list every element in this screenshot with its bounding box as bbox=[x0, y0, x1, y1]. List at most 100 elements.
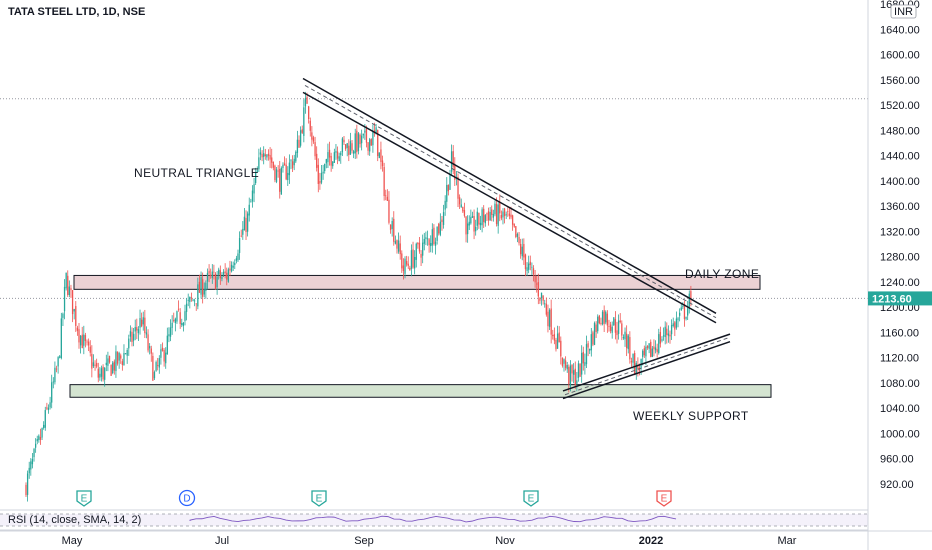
candle-body bbox=[28, 467, 30, 474]
candle-body bbox=[505, 214, 507, 216]
candle-body bbox=[661, 339, 663, 341]
candle-body bbox=[499, 201, 501, 214]
candle-body bbox=[449, 174, 451, 190]
candle-body bbox=[333, 152, 336, 163]
candle-body bbox=[157, 365, 159, 366]
candle-body bbox=[221, 276, 223, 280]
candle-body bbox=[658, 334, 660, 354]
grid-lines bbox=[0, 98, 868, 299]
event-marker-earnings bbox=[523, 490, 539, 507]
candle-body bbox=[222, 271, 225, 275]
candle-body bbox=[274, 165, 276, 181]
candle-body bbox=[589, 349, 591, 351]
candle-body bbox=[497, 204, 499, 226]
price-tick-label: 1320.00 bbox=[880, 226, 920, 238]
candle-body bbox=[486, 213, 488, 215]
candle-body bbox=[26, 473, 29, 495]
candle-body bbox=[645, 346, 647, 357]
candle-body bbox=[210, 274, 212, 276]
candle-body bbox=[349, 141, 352, 155]
candle-body bbox=[282, 164, 284, 169]
candle-body bbox=[91, 353, 93, 369]
candle-body bbox=[116, 351, 119, 364]
time-tick-label: May bbox=[62, 535, 83, 547]
candle-body bbox=[380, 149, 382, 162]
candle-body bbox=[304, 97, 307, 107]
candle-body bbox=[86, 341, 88, 343]
candle-body bbox=[99, 373, 101, 378]
candle-body bbox=[651, 348, 653, 357]
candle-body bbox=[319, 181, 321, 184]
candle-body bbox=[242, 228, 244, 235]
candle-body bbox=[182, 322, 185, 326]
price-tick-label: 1000.00 bbox=[880, 428, 920, 440]
candle-body bbox=[271, 157, 273, 163]
candle-body bbox=[94, 364, 96, 366]
candle-body bbox=[553, 334, 556, 341]
candle-body bbox=[206, 272, 209, 282]
candle-body bbox=[132, 333, 135, 341]
rsi-legend[interactable]: RSI (14, close, SMA, 14, 2) bbox=[8, 514, 142, 526]
candle-body bbox=[267, 153, 270, 156]
candle-body bbox=[166, 335, 168, 355]
time-axis[interactable]: May Jul Sep Nov 2022 Mar bbox=[0, 530, 932, 547]
candle-body bbox=[487, 211, 490, 221]
candle-body bbox=[104, 367, 106, 380]
candle-body bbox=[458, 197, 461, 205]
candle-body bbox=[327, 152, 329, 163]
candle-body bbox=[670, 325, 673, 335]
candle-body bbox=[377, 129, 379, 156]
candle-body bbox=[642, 350, 644, 357]
candle-body bbox=[137, 329, 140, 334]
candle-body bbox=[537, 282, 539, 297]
candle-body bbox=[682, 306, 684, 307]
trendline-midline bbox=[304, 84, 717, 319]
candle-body bbox=[226, 272, 228, 280]
candle-body bbox=[414, 256, 416, 269]
candle-body bbox=[73, 309, 75, 312]
candle-body bbox=[105, 362, 107, 366]
candle-body bbox=[298, 139, 300, 148]
candle-body bbox=[532, 268, 535, 275]
candle-body bbox=[41, 428, 43, 438]
candle-body bbox=[410, 250, 413, 269]
annotation-daily-zone: DAILY ZONE bbox=[685, 267, 759, 281]
candle-body bbox=[425, 237, 427, 239]
candle-body bbox=[447, 184, 450, 192]
candle-body bbox=[57, 357, 59, 367]
event-marker-letter: E bbox=[81, 494, 88, 505]
candle-body bbox=[412, 249, 414, 268]
candle-body bbox=[401, 253, 403, 269]
candle-body bbox=[263, 153, 265, 157]
candle-body bbox=[216, 276, 218, 288]
candle-body bbox=[258, 157, 260, 170]
candle-body bbox=[361, 135, 363, 144]
candle-body bbox=[436, 226, 438, 241]
candle-body bbox=[189, 296, 191, 302]
candle-body bbox=[462, 206, 464, 212]
candle-body bbox=[540, 292, 543, 299]
candle-body bbox=[468, 221, 470, 226]
event-marker-letter: E bbox=[528, 494, 535, 505]
candle-body bbox=[238, 238, 241, 253]
price-tick-label: 1640.00 bbox=[880, 24, 920, 36]
candle-body bbox=[67, 275, 69, 295]
price-tick-label: 960.00 bbox=[880, 454, 914, 466]
candle-body bbox=[428, 239, 430, 246]
candle-body bbox=[200, 277, 202, 295]
candle-body bbox=[563, 359, 565, 364]
price-axis[interactable]: 1680.001640.001600.001560.001520.001480.… bbox=[867, 0, 932, 550]
candle-body bbox=[126, 349, 128, 356]
candle-body bbox=[288, 162, 291, 176]
candle-body bbox=[383, 167, 385, 196]
candle-body bbox=[473, 216, 475, 232]
candle-body bbox=[251, 190, 254, 202]
candle-body bbox=[49, 402, 51, 408]
candle-body bbox=[153, 372, 156, 379]
price-tick-label: 1560.00 bbox=[880, 75, 920, 87]
trendline bbox=[302, 77, 717, 314]
candle-body bbox=[113, 361, 115, 371]
candle-body bbox=[478, 212, 480, 225]
